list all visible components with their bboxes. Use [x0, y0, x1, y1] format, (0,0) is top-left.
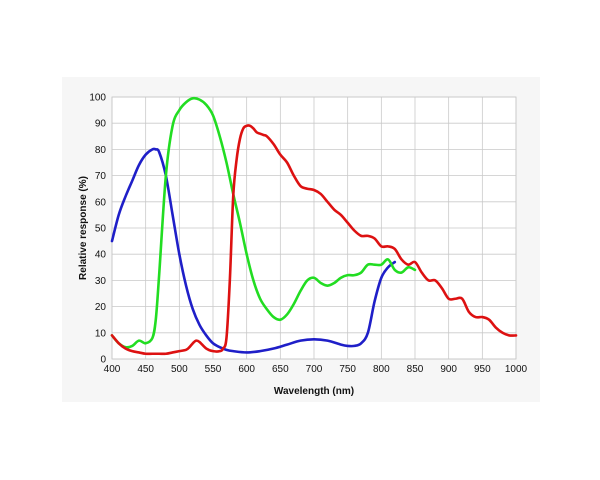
series-layer	[110, 96, 518, 356]
x-axis-title: Wavelength (nm)	[274, 386, 354, 397]
x-tick-label-650: 650	[272, 364, 289, 375]
x-tick-label-850: 850	[407, 364, 424, 375]
y-tick-label-30: 30	[95, 276, 107, 287]
chart-figure: 400 450 500 550 600 650 700 750 800 850 900 950 1000…	[62, 77, 540, 402]
y-tick-label-20: 20	[95, 302, 107, 313]
y-tick-label-80: 80	[95, 145, 107, 156]
y-tick-label-90: 90	[95, 119, 107, 130]
x-tick-label-750: 750	[339, 364, 356, 375]
series-line-red	[110, 124, 518, 356]
y-tick-label-0: 0	[100, 355, 106, 366]
x-axis-ticks: 400 450 500 550 600 650 700 750 800 850 900 950 1000	[104, 364, 528, 375]
y-tick-label-70: 70	[95, 171, 107, 182]
x-tick-label-400: 400	[104, 364, 121, 375]
x-tick-label-1000: 1000	[505, 364, 528, 375]
y-axis-title: Relative response (%)	[78, 176, 89, 280]
y-tick-label-10: 10	[95, 328, 107, 339]
y-axis-ticks: 0 10 20 30 40 50 60 70 80 90 100	[89, 93, 106, 366]
series-line-green	[110, 96, 417, 349]
line-chart: 400 450 500 550 600 650 700 750 800 850 900 950 1000…	[78, 93, 528, 398]
x-tick-label-700: 700	[306, 364, 323, 375]
x-tick-label-450: 450	[137, 364, 154, 375]
y-tick-label-40: 40	[95, 250, 107, 261]
grid	[111, 96, 517, 360]
y-tick-label-50: 50	[95, 224, 107, 235]
x-tick-label-500: 500	[171, 364, 188, 375]
y-tick-label-100: 100	[89, 93, 106, 104]
x-tick-label-800: 800	[373, 364, 390, 375]
x-tick-label-600: 600	[238, 364, 255, 375]
x-tick-label-550: 550	[205, 364, 222, 375]
x-tick-label-900: 900	[440, 364, 457, 375]
x-tick-label-950: 950	[474, 364, 491, 375]
y-tick-label-60: 60	[95, 197, 107, 208]
